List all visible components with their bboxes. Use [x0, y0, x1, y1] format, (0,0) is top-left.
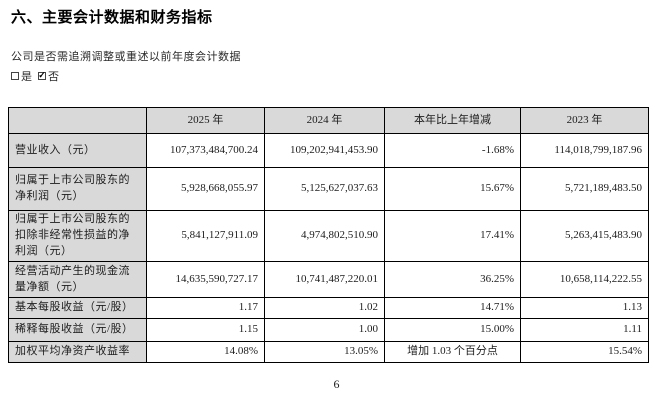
- restatement-question: 公司是否需追溯调整或重述以前年度会计数据: [11, 51, 241, 63]
- row-label: 稀释每股收益（元/股）: [8, 318, 147, 342]
- cell-change: 增加 1.03 个百分点: [384, 341, 521, 363]
- cell-2024: 1.02: [264, 297, 385, 319]
- cell-2023: 15.54%: [520, 341, 649, 363]
- cell-change: 17.41%: [384, 210, 521, 262]
- table-row: 经营活动产生的现金流量净额（元） 14,635,590,727.17 10,74…: [8, 261, 649, 298]
- financial-indicators-table: 2025 年 2024 年 本年比上年增减 2023 年 营业收入（元） 107…: [8, 107, 649, 363]
- cell-2024: 1.00: [264, 318, 385, 342]
- table-row: 归属于上市公司股东的扣除非经常性损益的净利润（元） 5,841,127,911.…: [8, 210, 649, 262]
- cell-change: 15.00%: [384, 318, 521, 342]
- table-row: 稀释每股收益（元/股） 1.15 1.00 15.00% 1.11: [8, 318, 649, 342]
- row-label: 营业收入（元）: [8, 133, 147, 168]
- header-change: 本年比上年增减: [384, 107, 521, 134]
- cell-2023: 1.11: [520, 318, 649, 342]
- cell-change: 36.25%: [384, 261, 521, 298]
- table-header-row: 2025 年 2024 年 本年比上年增减 2023 年: [8, 107, 649, 134]
- checkbox-no-label: 否: [48, 71, 59, 83]
- cell-2024: 10,741,487,220.01: [264, 261, 385, 298]
- page-number: 6: [333, 377, 340, 391]
- cell-change: -1.68%: [384, 133, 521, 168]
- row-label: 归属于上市公司股东的扣除非经常性损益的净利润（元）: [8, 210, 147, 262]
- header-2025: 2025 年: [146, 107, 265, 134]
- cell-2024: 5,125,627,037.63: [264, 167, 385, 211]
- cell-2024: 109,202,941,453.90: [264, 133, 385, 168]
- checkbox-yes-group: 是: [11, 68, 32, 84]
- cell-change: 15.67%: [384, 167, 521, 211]
- cell-2025: 5,928,668,055.97: [146, 167, 265, 211]
- cell-2023: 5,263,415,483.90: [520, 210, 649, 262]
- row-label: 基本每股收益（元/股）: [8, 297, 147, 319]
- cell-2023: 1.13: [520, 297, 649, 319]
- checkbox-yes-icon: [11, 72, 19, 80]
- cell-2025: 14.08%: [146, 341, 265, 363]
- cell-change: 14.71%: [384, 297, 521, 319]
- restatement-answer: 是 ✓ 否: [11, 68, 65, 84]
- cell-2025: 14,635,590,727.17: [146, 261, 265, 298]
- cell-2023: 114,018,799,187.96: [520, 133, 649, 168]
- checkbox-no-group: ✓ 否: [38, 68, 59, 84]
- table-row: 营业收入（元） 107,373,484,700.24 109,202,941,4…: [8, 133, 649, 168]
- row-label: 经营活动产生的现金流量净额（元）: [8, 261, 147, 298]
- cell-2025: 5,841,127,911.09: [146, 210, 265, 262]
- header-blank: [8, 107, 147, 134]
- cell-2025: 107,373,484,700.24: [146, 133, 265, 168]
- cell-2023: 10,658,114,222.55: [520, 261, 649, 298]
- cell-2023: 5,721,189,483.50: [520, 167, 649, 211]
- cell-2025: 1.17: [146, 297, 265, 319]
- cell-2024: 13.05%: [264, 341, 385, 363]
- checkbox-yes-label: 是: [21, 71, 32, 83]
- cell-2024: 4,974,802,510.90: [264, 210, 385, 262]
- section-title: 六、主要会计数据和财务指标: [11, 10, 213, 26]
- checkbox-checked-icon: ✓: [38, 70, 46, 80]
- cell-2025: 1.15: [146, 318, 265, 342]
- row-label: 加权平均净资产收益率: [8, 341, 147, 363]
- check-icon: ✓: [38, 70, 46, 80]
- header-2023: 2023 年: [520, 107, 649, 134]
- header-2024: 2024 年: [264, 107, 385, 134]
- table-row: 基本每股收益（元/股） 1.17 1.02 14.71% 1.13: [8, 297, 649, 319]
- table-row: 归属于上市公司股东的净利润（元） 5,928,668,055.97 5,125,…: [8, 167, 649, 211]
- table-row: 加权平均净资产收益率 14.08% 13.05% 增加 1.03 个百分点 15…: [8, 341, 649, 363]
- row-label: 归属于上市公司股东的净利润（元）: [8, 167, 147, 211]
